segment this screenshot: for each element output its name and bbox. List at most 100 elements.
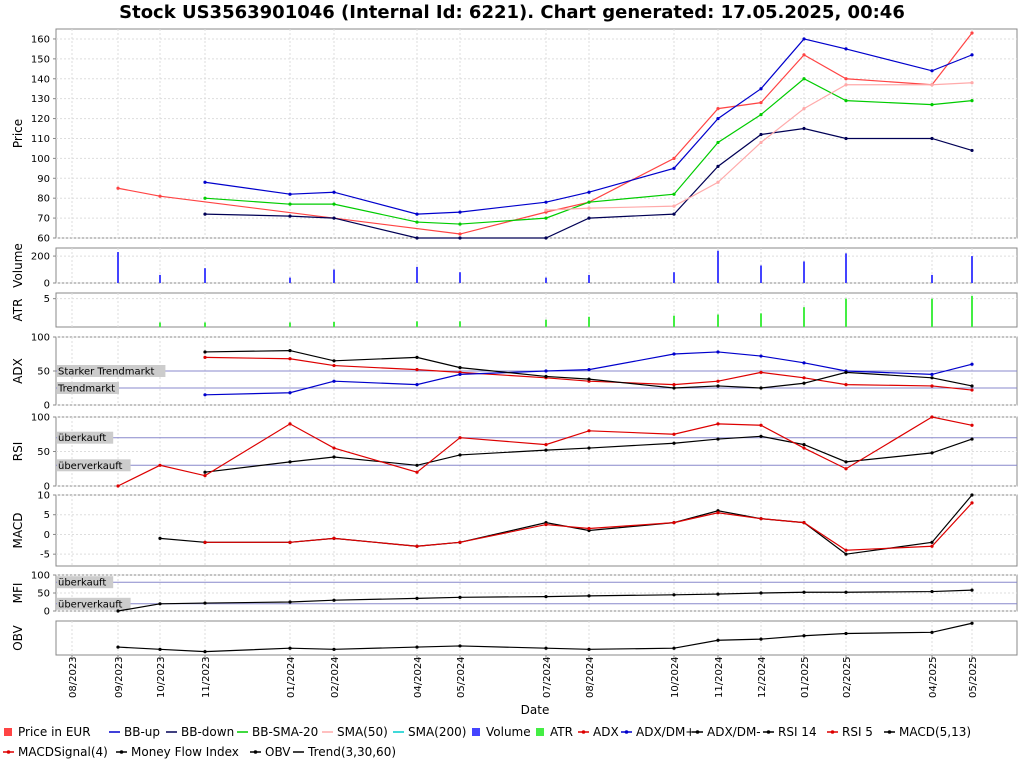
data-point bbox=[672, 441, 676, 445]
data-point bbox=[203, 355, 207, 359]
data-point bbox=[970, 384, 974, 388]
data-point bbox=[930, 376, 934, 380]
series-line-adx-dm- bbox=[204, 351, 973, 396]
data-point bbox=[203, 474, 207, 478]
data-point bbox=[415, 470, 419, 474]
bar-volume bbox=[117, 252, 119, 283]
data-point bbox=[544, 236, 548, 240]
series-line-macdsignal-4- bbox=[205, 502, 973, 551]
panel-mfi: 100 50 0 MFI überkauft überverkauft bbox=[11, 571, 1018, 618]
data-point bbox=[672, 593, 676, 597]
data-point bbox=[458, 366, 462, 370]
y-axis-label-atr: ATR bbox=[11, 299, 25, 322]
data-point bbox=[970, 423, 974, 427]
data-point bbox=[970, 148, 974, 153]
panel-atr: 5 ATR bbox=[11, 292, 1018, 328]
data-point bbox=[415, 596, 419, 601]
bar-volume bbox=[545, 277, 547, 283]
series-line-obv bbox=[117, 622, 973, 653]
data-point bbox=[332, 359, 336, 363]
panel-frame bbox=[55, 620, 1018, 656]
data-point bbox=[415, 220, 419, 224]
data-point bbox=[587, 446, 591, 450]
bar-volume bbox=[845, 253, 847, 283]
data-point bbox=[802, 443, 806, 447]
bar-volume bbox=[333, 269, 335, 283]
data-point bbox=[672, 212, 676, 216]
x-axis: 08/2023 09/2023 10/2023 11/2023 01/2024 02/20… bbox=[68, 655, 979, 698]
data-point bbox=[332, 455, 336, 459]
data-point bbox=[802, 446, 806, 450]
legend-label: BB-up bbox=[124, 725, 160, 739]
data-point bbox=[587, 190, 591, 194]
y-tick-label: 160 bbox=[31, 34, 50, 45]
data-point bbox=[458, 540, 462, 544]
data-point bbox=[288, 391, 292, 395]
x-tick-label: 01/2024 bbox=[286, 656, 297, 698]
y-tick-label: 0 bbox=[44, 401, 50, 412]
data-point bbox=[544, 374, 548, 379]
threshold-tag-bg bbox=[57, 365, 166, 377]
x-tick-label: 02/2025 bbox=[842, 656, 853, 698]
y-axis-label-volume: Volume bbox=[11, 243, 25, 288]
data-point bbox=[716, 107, 720, 111]
y-tick-label: 100 bbox=[31, 154, 50, 165]
bar-atr bbox=[931, 298, 933, 327]
bar-volume bbox=[416, 266, 418, 283]
series-line-money-flow-index bbox=[117, 589, 973, 612]
legend-label: SMA(50) bbox=[337, 725, 388, 739]
data-point bbox=[332, 446, 336, 450]
data-point bbox=[759, 517, 763, 521]
x-tick-label: 11/2023 bbox=[201, 656, 212, 698]
data-point bbox=[716, 140, 720, 145]
panel-frame bbox=[55, 28, 1018, 239]
data-point bbox=[415, 236, 419, 240]
panel-price: 160 150 140 130 120 110 100 90 80 70 60 Price bbox=[11, 28, 1018, 245]
data-point bbox=[844, 370, 848, 374]
data-point bbox=[332, 647, 336, 651]
bar-atr bbox=[717, 314, 719, 327]
data-point bbox=[158, 647, 162, 651]
legend-label: MACDSignal(4) bbox=[18, 745, 108, 759]
threshold-tag-high: überkauft bbox=[58, 578, 106, 589]
data-point bbox=[458, 222, 462, 226]
data-point bbox=[672, 386, 676, 390]
threshold-tag-bg bbox=[57, 597, 131, 610]
legend-item: SMA(200) bbox=[393, 725, 466, 739]
legend-item: OBV bbox=[250, 745, 291, 759]
y-tick-label: 150 bbox=[31, 54, 50, 65]
y-axis-label-macd: MACD bbox=[11, 513, 25, 549]
data-point bbox=[970, 437, 974, 441]
legend-label: ADX/DM+ bbox=[636, 725, 695, 739]
data-point bbox=[844, 83, 848, 87]
x-tick-label: 09/2023 bbox=[114, 656, 125, 698]
bar-atr bbox=[333, 321, 335, 327]
data-point bbox=[930, 415, 934, 419]
series-group-volume bbox=[117, 250, 973, 283]
legend-label: BB-down bbox=[181, 725, 234, 739]
data-point bbox=[415, 544, 419, 548]
data-point bbox=[332, 190, 336, 194]
data-point bbox=[930, 589, 934, 594]
data-point bbox=[544, 369, 548, 373]
bar-atr bbox=[416, 321, 418, 327]
data-point bbox=[458, 453, 462, 457]
data-point bbox=[544, 200, 548, 204]
threshold-tag-bg bbox=[57, 576, 114, 589]
y-tick-label: 120 bbox=[31, 114, 50, 125]
threshold-tag-bg bbox=[57, 382, 119, 394]
legend-item: BB-up bbox=[109, 725, 160, 739]
data-point bbox=[844, 467, 848, 471]
data-point bbox=[759, 637, 763, 641]
data-point bbox=[930, 103, 934, 107]
data-point bbox=[587, 429, 591, 433]
y-tick-label: 130 bbox=[31, 94, 50, 105]
data-point bbox=[458, 644, 462, 648]
data-point bbox=[587, 368, 591, 372]
series-group-price bbox=[116, 31, 974, 240]
legend-label: RSI 5 bbox=[842, 725, 873, 739]
data-point bbox=[587, 526, 591, 531]
data-point bbox=[802, 590, 806, 594]
series-line-bb-up bbox=[204, 38, 973, 215]
data-point bbox=[288, 646, 292, 650]
